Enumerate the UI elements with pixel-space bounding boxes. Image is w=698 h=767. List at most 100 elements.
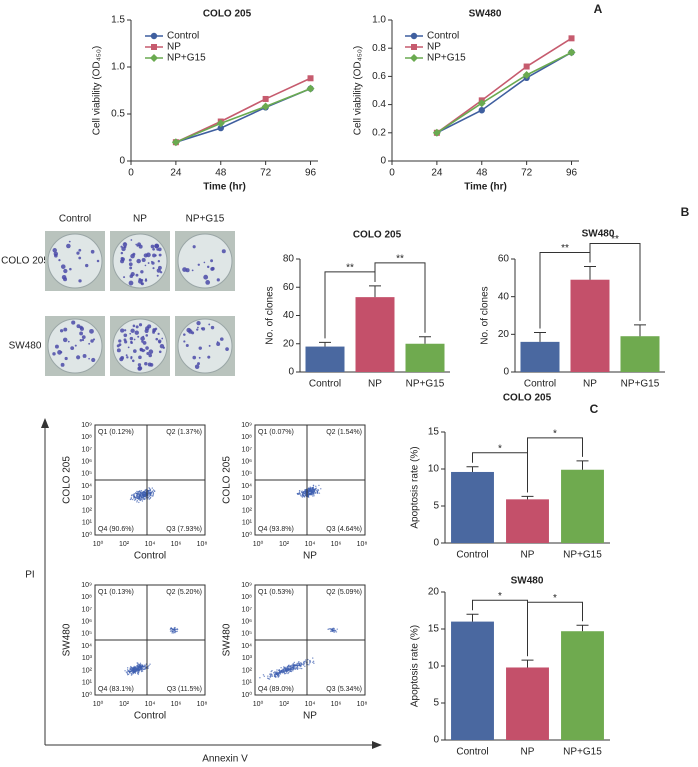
colony [155, 337, 159, 341]
event-dot [310, 487, 313, 489]
error-bar [521, 659, 534, 668]
legend-marker [150, 32, 158, 40]
column-label: NP+G15 [186, 214, 225, 225]
event-dot [303, 660, 305, 663]
colony [137, 363, 142, 367]
event-dot [280, 670, 282, 672]
x-tick-label: 24 [431, 168, 443, 179]
event-dot [175, 631, 177, 633]
event-dot [307, 490, 309, 493]
colony [157, 332, 160, 335]
significance-bracket [589, 243, 641, 321]
event-dot [142, 496, 144, 498]
quadrant-label: Q1 (0.07%) [258, 429, 294, 436]
colony [182, 267, 187, 272]
colony [53, 251, 59, 256]
significance-label: * [498, 591, 502, 602]
colony [68, 240, 71, 243]
marker [306, 84, 315, 93]
chart-title: SW480 [582, 229, 615, 240]
y-tick-label: 10⁰ [241, 531, 252, 539]
event-dot [148, 495, 151, 498]
x-tick-label: 10⁸ [197, 701, 208, 708]
colony [59, 329, 64, 333]
event-dot [317, 489, 320, 492]
colony [127, 346, 130, 349]
event-dot [309, 662, 311, 664]
event-dot [298, 490, 301, 492]
event-dot [131, 673, 133, 675]
colony [130, 272, 135, 277]
event-dot [134, 671, 137, 673]
quadrant-label: Q2 (5.09%) [326, 589, 362, 596]
event-dot [281, 670, 284, 673]
y-axis-label: No. of clones [265, 286, 276, 344]
x-tick-label: 48 [476, 168, 488, 179]
error-bar [521, 495, 534, 500]
event-dot [135, 498, 137, 500]
colony [118, 339, 122, 343]
bar [561, 469, 604, 543]
y-tick-label: 10⁸ [81, 594, 92, 601]
colony [133, 349, 137, 353]
colony [148, 353, 153, 358]
x-tick-label: 10⁸ [357, 541, 368, 548]
x-tick-label: 10² [119, 541, 130, 548]
event-dot [288, 664, 290, 666]
event-dot [140, 490, 143, 492]
x-tick-label: 24 [170, 168, 182, 179]
event-dot [138, 498, 140, 501]
y-tick-label: 10⁷ [242, 446, 253, 453]
event-dot [144, 666, 146, 668]
y-tick-label: 0 [288, 367, 294, 378]
colony [123, 338, 127, 342]
event-dot [276, 669, 278, 671]
x-tick-label: NP+G15 [406, 379, 445, 390]
colony [120, 259, 125, 264]
event-dot [151, 495, 154, 497]
colony [120, 251, 124, 255]
colony [210, 325, 215, 330]
event-dot [312, 485, 315, 487]
event-dot [137, 663, 139, 666]
y-tick-label: 10⁵ [241, 631, 252, 638]
y-tick-label: 10³ [242, 495, 253, 502]
y-tick-label: 20 [428, 587, 440, 598]
y-tick-label: 10¹ [242, 680, 253, 687]
colony [140, 270, 144, 274]
event-dot [143, 491, 145, 494]
bar [520, 341, 560, 372]
colony [79, 326, 84, 331]
y-tick-label: 80 [283, 254, 295, 265]
event-dot [331, 628, 334, 630]
row-label: SW480 [9, 341, 42, 352]
y-tick-label: 10⁴ [81, 483, 92, 490]
colony [136, 244, 139, 247]
event-dot [133, 671, 136, 674]
y-axis-label: No. of clones [480, 286, 491, 344]
event-dot [287, 668, 290, 670]
event-dot [302, 663, 305, 665]
event-dot [300, 663, 303, 665]
colony [203, 261, 206, 264]
significance-label: ** [346, 262, 354, 273]
event-dot [312, 491, 315, 493]
colony [198, 356, 201, 359]
event-dot [262, 674, 265, 676]
dish [47, 233, 103, 289]
x-tick-label: 0 [128, 168, 134, 179]
x-tick-label: 10² [119, 701, 130, 708]
colony [216, 278, 220, 282]
colony [67, 340, 70, 343]
event-dot [294, 668, 297, 670]
colony [225, 347, 229, 351]
event-dot [297, 661, 300, 663]
quadrant-label: Q3 (11.5%) [167, 686, 202, 693]
event-dot [313, 489, 316, 491]
event-dot [143, 498, 145, 500]
colony [156, 268, 161, 273]
event-dot [307, 494, 309, 496]
event-dot [327, 628, 329, 631]
y-tick-label: 0 [119, 156, 125, 167]
bar [405, 343, 445, 372]
